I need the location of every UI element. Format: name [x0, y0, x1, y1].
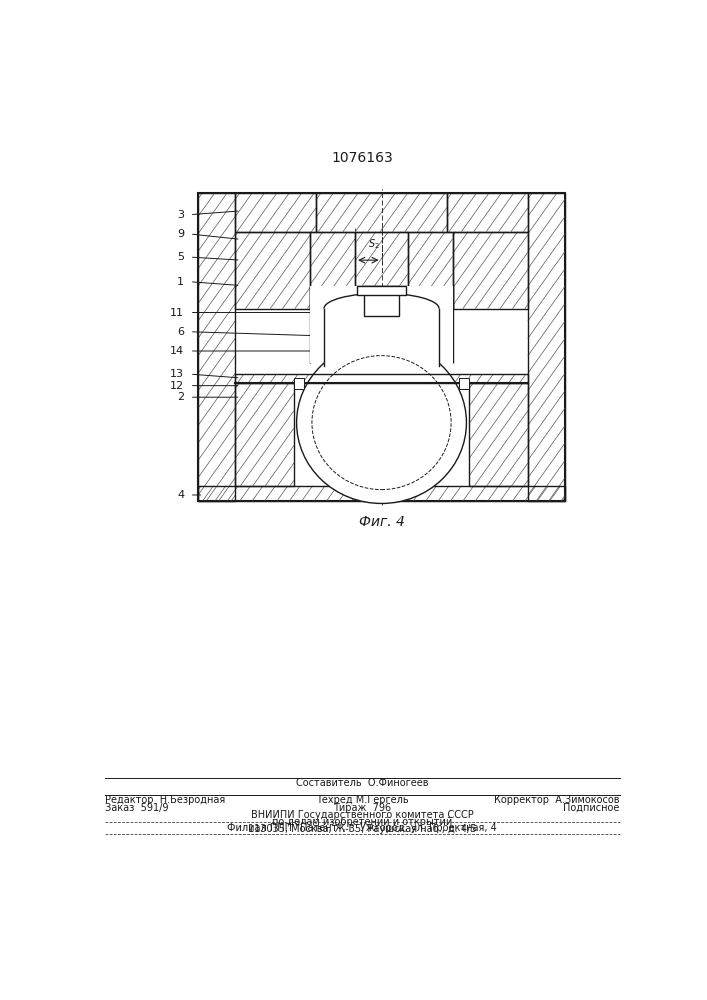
Bar: [235, 383, 294, 486]
Text: 5: 5: [177, 252, 185, 262]
Bar: [310, 286, 452, 363]
Text: Филиал ППП ''Патент'', г. Ужгород, ул. Проектная, 4: Филиал ППП ''Патент'', г. Ужгород, ул. П…: [228, 823, 497, 833]
Text: 12: 12: [170, 381, 185, 391]
Text: 9: 9: [177, 229, 185, 239]
Bar: [355, 232, 408, 286]
Bar: [460, 378, 469, 389]
Bar: [452, 232, 528, 309]
Text: 4: 4: [177, 490, 185, 500]
Text: по делам изобретений и открытий: по делам изобретений и открытий: [272, 817, 452, 827]
Bar: [235, 383, 294, 486]
Text: Заказ  591/9: Заказ 591/9: [105, 803, 168, 813]
Bar: [469, 383, 528, 486]
Text: 14: 14: [170, 346, 185, 356]
Text: $S_2$: $S_2$: [368, 237, 380, 251]
Bar: [235, 232, 310, 309]
Bar: [198, 486, 565, 501]
Bar: [235, 193, 316, 232]
Bar: [448, 193, 528, 232]
Text: 113035, Москва, Ж-35, Раушская наб., д. 4/5: 113035, Москва, Ж-35, Раушская наб., д. …: [248, 824, 477, 834]
Text: 13: 13: [170, 369, 185, 379]
Text: Редактор  Н.Безродная: Редактор Н.Безродная: [105, 795, 225, 805]
Text: Подписное: Подписное: [563, 803, 620, 813]
Text: 2: 2: [177, 392, 185, 402]
Bar: [364, 286, 399, 316]
Bar: [294, 378, 304, 389]
Bar: [452, 232, 528, 309]
Bar: [528, 193, 565, 501]
Text: Техред М.Гергель: Техред М.Гергель: [316, 795, 409, 805]
Ellipse shape: [312, 356, 451, 490]
Bar: [198, 193, 235, 501]
Text: 6: 6: [177, 327, 185, 337]
Text: 1076163: 1076163: [332, 151, 393, 165]
Bar: [469, 383, 528, 486]
Text: 3: 3: [177, 210, 185, 220]
Text: ВНИИПИ Государственного комитета СССР: ВНИИПИ Государственного комитета СССР: [251, 810, 474, 820]
Bar: [235, 232, 310, 309]
Text: Корректор  А.Зимокосов: Корректор А.Зимокосов: [494, 795, 620, 805]
Bar: [198, 486, 565, 501]
Bar: [448, 193, 528, 232]
Text: Составитель  О.Финогеев: Составитель О.Финогеев: [296, 778, 428, 788]
Text: Фиг. 4: Фиг. 4: [358, 515, 404, 529]
Text: Тираж  796: Тираж 796: [333, 803, 392, 813]
Bar: [198, 193, 235, 501]
Bar: [528, 193, 565, 501]
Bar: [355, 232, 408, 286]
Bar: [324, 309, 439, 366]
Text: 11: 11: [170, 308, 185, 318]
Bar: [316, 193, 448, 232]
Bar: [316, 193, 448, 232]
Bar: [235, 193, 316, 232]
Text: 1: 1: [177, 277, 185, 287]
Bar: [357, 286, 407, 295]
Ellipse shape: [297, 342, 467, 503]
